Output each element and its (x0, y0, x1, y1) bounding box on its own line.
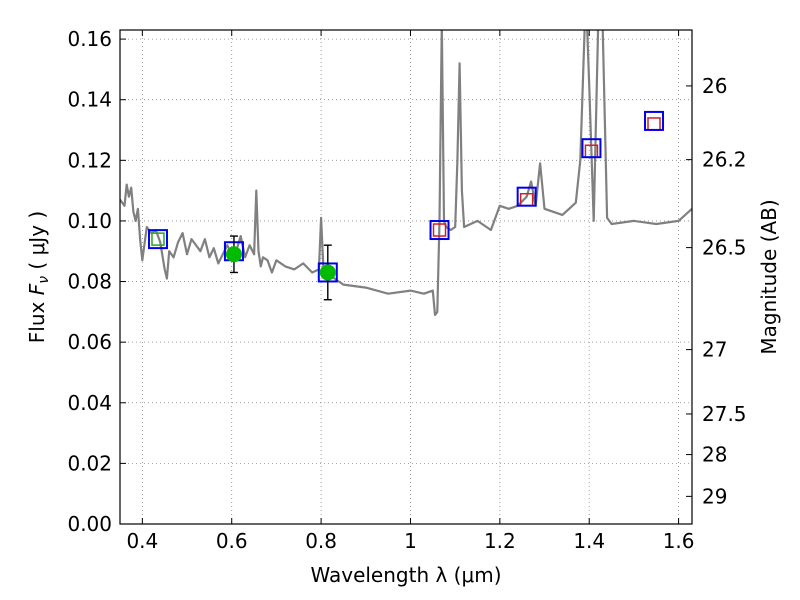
axis-layer: 0.4 0.6 0.8 1 1.2 1.4 1.6 0.00 0.02 0.04 0.06 0.08 0… (67, 27, 746, 553)
model-spectrum-line (120, 30, 692, 316)
model-band-marker (429, 220, 450, 241)
mag-tick-label: 27 (702, 338, 727, 362)
y-tick-label: 0.06 (67, 330, 112, 354)
nondetection-marker (647, 117, 661, 131)
y-tick-label: 0.14 (67, 88, 112, 112)
right-axis-label: Magnitude (AB) (757, 199, 781, 354)
y-tick-label: 0.04 (67, 391, 112, 415)
y-axis-label: Flux Fν ( μJy ) (25, 211, 52, 343)
nondetection-marker (432, 223, 447, 237)
mag-tick-label: 29 (702, 484, 727, 508)
y-tick-label: 0.12 (67, 148, 112, 172)
mag-tick-label: 26.2 (702, 148, 747, 172)
y-axis-label-symbol: F (25, 283, 49, 295)
y-axis-label-subscript: ν (36, 276, 52, 284)
y-axis-label-text: Flux (25, 295, 49, 343)
mag-tick-label: 28 (702, 443, 727, 467)
detected-flux-point (319, 264, 336, 281)
x-tick-label: 0.4 (126, 529, 158, 553)
mag-tick-label: 27.5 (702, 402, 747, 426)
x-tick-label: 0.6 (216, 529, 248, 553)
y-tick-label: 0.10 (67, 209, 112, 233)
mag-tick-label: 26 (702, 74, 727, 98)
y-tick-label: 0.00 (67, 512, 112, 536)
x-tick-label: 1.6 (663, 529, 695, 553)
green-band-marker (151, 232, 165, 246)
x-tick-label: 1 (404, 529, 417, 553)
model-band-marker (581, 138, 602, 159)
model-band-marker (644, 110, 665, 131)
detected-flux-point (225, 246, 242, 263)
x-tick-label: 1.4 (573, 529, 605, 553)
mag-tick-label: 26.5 (702, 236, 747, 260)
x-axis-label: Wavelength λ (μm) (310, 563, 501, 587)
grid-lines (120, 30, 692, 525)
model-band-marker (147, 229, 168, 250)
y-axis-label-units: ( μJy ) (25, 211, 49, 276)
y-tick-label: 0.16 (67, 27, 112, 51)
y-tick-label: 0.02 (67, 451, 112, 475)
y-tick-label: 0.08 (67, 270, 112, 294)
plot-frame (119, 29, 693, 525)
model-band-marker (516, 186, 537, 207)
x-tick-label: 0.8 (305, 529, 337, 553)
x-tick-label: 1.2 (484, 529, 516, 553)
data-layer (120, 30, 692, 316)
